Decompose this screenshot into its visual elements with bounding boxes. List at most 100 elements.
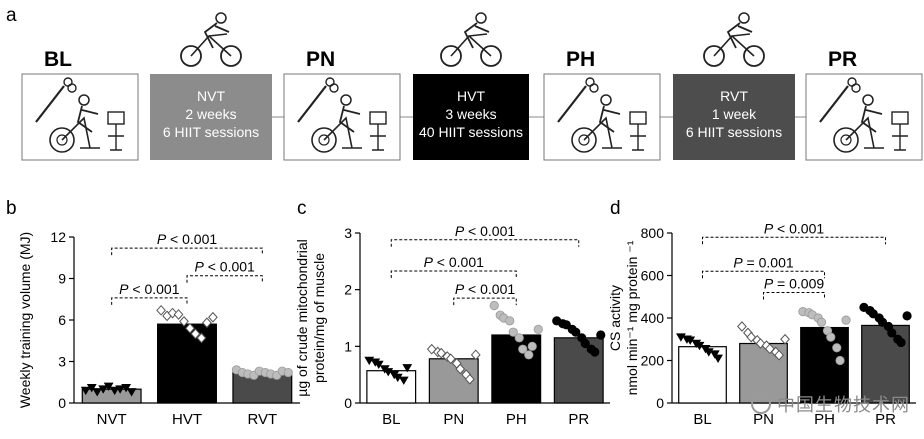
x-tick-label: PH [506, 411, 527, 428]
data-point [115, 385, 126, 394]
significance-bracket [390, 239, 580, 247]
cyclist-icon-0 [180, 12, 242, 67]
test-label-pr: PR [828, 48, 857, 71]
y-axis-label-line: nmol min⁻¹ mg protein ⁻¹ [624, 240, 640, 395]
y-tick-label: 600 [641, 268, 665, 284]
data-point [445, 353, 456, 365]
data-point [80, 386, 91, 396]
test-box-ph [543, 73, 661, 161]
test-box-bl [21, 73, 139, 161]
test-box-pn [283, 73, 401, 161]
cyclist-rear-wheel-icon [440, 45, 462, 67]
significance-p: P [764, 276, 774, 292]
significance-value: < 0.001 [464, 223, 515, 239]
y-tick-label: 400 [641, 310, 665, 326]
y-axis-label-line: µg of crude mitochondrial [294, 239, 310, 396]
rider-body-icon [860, 105, 883, 133]
bar-bl [366, 370, 417, 404]
panel-letter-d: d [610, 198, 621, 219]
monitor-stand-icon [892, 124, 908, 151]
data-point [86, 384, 97, 393]
significance-value: < 0.001 [204, 259, 255, 275]
bike-wheel-icon [311, 127, 337, 153]
significance-p: P [455, 281, 465, 297]
significance-p: P [733, 254, 743, 270]
y-tick-label: 1 [344, 338, 352, 354]
block-nvt-line1: NVT [197, 88, 225, 104]
x-tick-label: PN [753, 411, 774, 428]
significance-label: P < 0.001 [424, 254, 485, 270]
data-point [402, 364, 413, 373]
bar-rvt [232, 371, 293, 404]
data-point [524, 350, 534, 360]
data-point [92, 388, 103, 397]
cyclist-front-wheel-icon [480, 45, 502, 67]
rider-body-icon [76, 105, 99, 133]
data-point [896, 337, 906, 348]
cyclist-frame-icon [450, 33, 492, 57]
x-tick-label: PH [814, 411, 835, 428]
test-label-ph: PH [566, 48, 595, 71]
y-tick-label: 3 [344, 225, 352, 241]
monitor-stand-icon [630, 124, 646, 151]
monitor-stand-icon [108, 124, 124, 151]
data-point [126, 388, 137, 397]
significance-value: = 0.009 [773, 276, 824, 292]
data-point [179, 316, 189, 327]
significance-label: P < 0.001 [764, 220, 825, 236]
y-tick-label: 9 [58, 271, 66, 287]
block-hvt-line1: HVT [457, 88, 485, 104]
significance-label: P = 0.009 [764, 276, 825, 292]
significance-value: = 0.001 [743, 254, 794, 270]
data-point [489, 300, 499, 311]
data-point [835, 355, 845, 366]
block-nvt-line2: 2 weeks [185, 106, 236, 122]
data-point [398, 376, 409, 385]
y-axis-label-line: protein/mg of muscle [311, 253, 327, 383]
y-tick-label: 200 [641, 353, 665, 369]
rider-head-icon [340, 94, 352, 106]
data-point [826, 332, 836, 342]
data-point [841, 315, 851, 325]
y-tick-label: 3 [58, 354, 66, 370]
chart-panel-b: 0 3 6 9 12 Weekly training volume (MJ) NVT HVT R… [17, 229, 300, 428]
data-point [713, 354, 723, 363]
cyclist-icon-1 [440, 12, 502, 67]
cyclist-rear-wheel-icon [180, 45, 202, 67]
data-point [283, 367, 293, 378]
needle-handle-icon [67, 83, 77, 93]
x-tick-label: HVT [172, 411, 202, 428]
bike-hub-icon [318, 134, 330, 146]
significance-p: P [455, 223, 465, 239]
data-point [737, 321, 747, 332]
cyclist-frame-icon [713, 33, 755, 57]
x-tick-label: PR [875, 411, 896, 428]
panel-letter-c: c [297, 198, 307, 219]
data-point [533, 324, 543, 334]
watermark-text: 中国生物技术网 [777, 395, 910, 416]
significance-bracket [702, 270, 825, 279]
data-point [190, 328, 201, 340]
block-nvt [150, 74, 272, 160]
cyclist-body-icon [203, 22, 230, 49]
test-label-bl: BL [44, 48, 72, 71]
significance-bracket [390, 270, 517, 278]
significance-value: < 0.001 [464, 281, 515, 297]
cyclist-head-icon [738, 12, 750, 24]
significance-value: < 0.001 [166, 231, 217, 247]
cyclist-rear-wheel-icon [703, 45, 725, 67]
bike-wheel-icon [571, 127, 597, 153]
monitor-stand-icon [370, 124, 386, 151]
data-point [173, 309, 184, 320]
cyclist-icon-2 [703, 12, 765, 67]
chart-panel-c: 0 1 2 3 µg of crude mitochondrialprotein/mg … [294, 223, 610, 428]
data-point [109, 386, 120, 396]
data-point [902, 311, 912, 321]
bar-ph [800, 326, 849, 404]
y-axis-label-line: CS activity [607, 285, 623, 351]
significance-label: P < 0.001 [455, 223, 516, 239]
watermark-logo-icon [751, 394, 771, 414]
significance-bracket [111, 247, 263, 256]
data-point [527, 341, 537, 351]
